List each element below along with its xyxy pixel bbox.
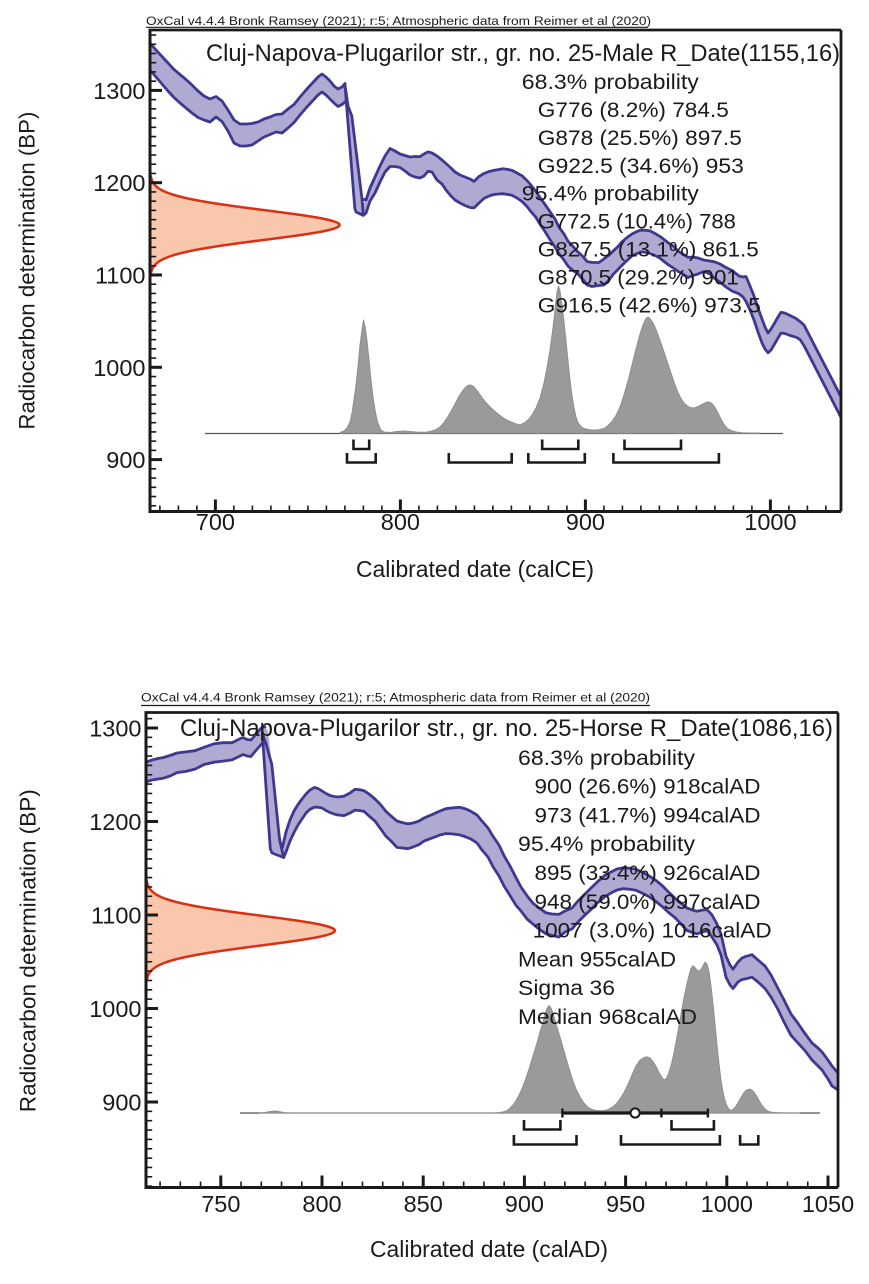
svg-text:1000: 1000: [89, 996, 141, 1022]
svg-text:900 (26.6%) 918calAD: 900 (26.6%) 918calAD: [535, 776, 761, 799]
svg-text:1300: 1300: [89, 715, 141, 741]
svg-text:Cluj-Napova-Plugarilor str., g: Cluj-Napova-Plugarilor str., gr. no. 25-…: [206, 40, 840, 67]
svg-text:1000: 1000: [93, 355, 145, 381]
svg-text:Radiocarbon determination (BP): Radiocarbon determination (BP): [14, 112, 39, 430]
svg-text:68.3% probability: 68.3% probability: [518, 747, 696, 770]
svg-text:95.4% probability: 95.4% probability: [522, 183, 700, 206]
svg-text:G922.5 (34.6%) 953: G922.5 (34.6%) 953: [538, 155, 744, 178]
svg-text:700: 700: [196, 509, 235, 535]
svg-text:G870.5 (29.2%) 901: G870.5 (29.2%) 901: [538, 266, 739, 289]
svg-text:900: 900: [106, 447, 145, 473]
svg-text:950: 950: [606, 1191, 645, 1217]
svg-text:Sigma 36: Sigma 36: [518, 977, 615, 1000]
svg-text:OxCal v4.4.4 Bronk Ramsey (202: OxCal v4.4.4 Bronk Ramsey (2021); r:5; A…: [141, 691, 650, 705]
svg-text:1100: 1100: [91, 902, 142, 928]
svg-text:G776 (8.2%) 784.5: G776 (8.2%) 784.5: [538, 99, 729, 122]
svg-text:Mean 955calAD: Mean 955calAD: [518, 948, 676, 971]
svg-text:Cluj-Napova-Plugarilor str., g: Cluj-Napova-Plugarilor str., gr. no. 25-…: [180, 715, 833, 742]
svg-text:800: 800: [381, 509, 420, 535]
svg-text:1000: 1000: [701, 1191, 753, 1217]
svg-text:895 (33.4%) 926calAD: 895 (33.4%) 926calAD: [535, 862, 761, 885]
svg-text:95.4% probability: 95.4% probability: [518, 833, 696, 856]
svg-text:G772.5 (10.4%) 788: G772.5 (10.4%) 788: [538, 211, 736, 234]
svg-text:Calibrated date (calAD): Calibrated date (calAD): [370, 1236, 608, 1262]
svg-text:1200: 1200: [93, 170, 145, 196]
svg-text:OxCal v4.4.4 Bronk Ramsey (202: OxCal v4.4.4 Bronk Ramsey (2021); r:5; A…: [146, 14, 651, 28]
svg-text:G878 (25.5%) 897.5: G878 (25.5%) 897.5: [538, 127, 742, 150]
svg-text:68.3% probability: 68.3% probability: [522, 71, 700, 94]
svg-text:Radiocarbon determination (BP): Radiocarbon determination (BP): [15, 789, 40, 1112]
svg-text:900: 900: [566, 509, 605, 535]
svg-text:948 (59.0%) 997calAD: 948 (59.0%) 997calAD: [535, 891, 761, 914]
svg-text:1000: 1000: [744, 509, 796, 535]
svg-text:750: 750: [201, 1191, 240, 1217]
svg-text:G827.5 (13.1%) 861.5: G827.5 (13.1%) 861.5: [538, 239, 759, 262]
svg-text:1100: 1100: [95, 263, 146, 289]
svg-text:G916.5 (42.6%) 973.5: G916.5 (42.6%) 973.5: [538, 294, 761, 317]
svg-text:Calibrated date (calCE): Calibrated date (calCE): [356, 556, 594, 582]
svg-text:850: 850: [404, 1191, 443, 1217]
svg-text:800: 800: [302, 1191, 341, 1217]
svg-text:1300: 1300: [93, 78, 145, 104]
svg-text:1200: 1200: [89, 809, 141, 835]
svg-text:1007 (3.0%) 1016calAD: 1007 (3.0%) 1016calAD: [533, 920, 772, 943]
svg-text:Median 968calAD: Median 968calAD: [518, 1006, 697, 1029]
svg-text:973 (41.7%) 994calAD: 973 (41.7%) 994calAD: [535, 804, 761, 827]
svg-text:1050: 1050: [802, 1191, 854, 1217]
svg-text:900: 900: [102, 1089, 141, 1115]
svg-text:900: 900: [505, 1191, 544, 1217]
